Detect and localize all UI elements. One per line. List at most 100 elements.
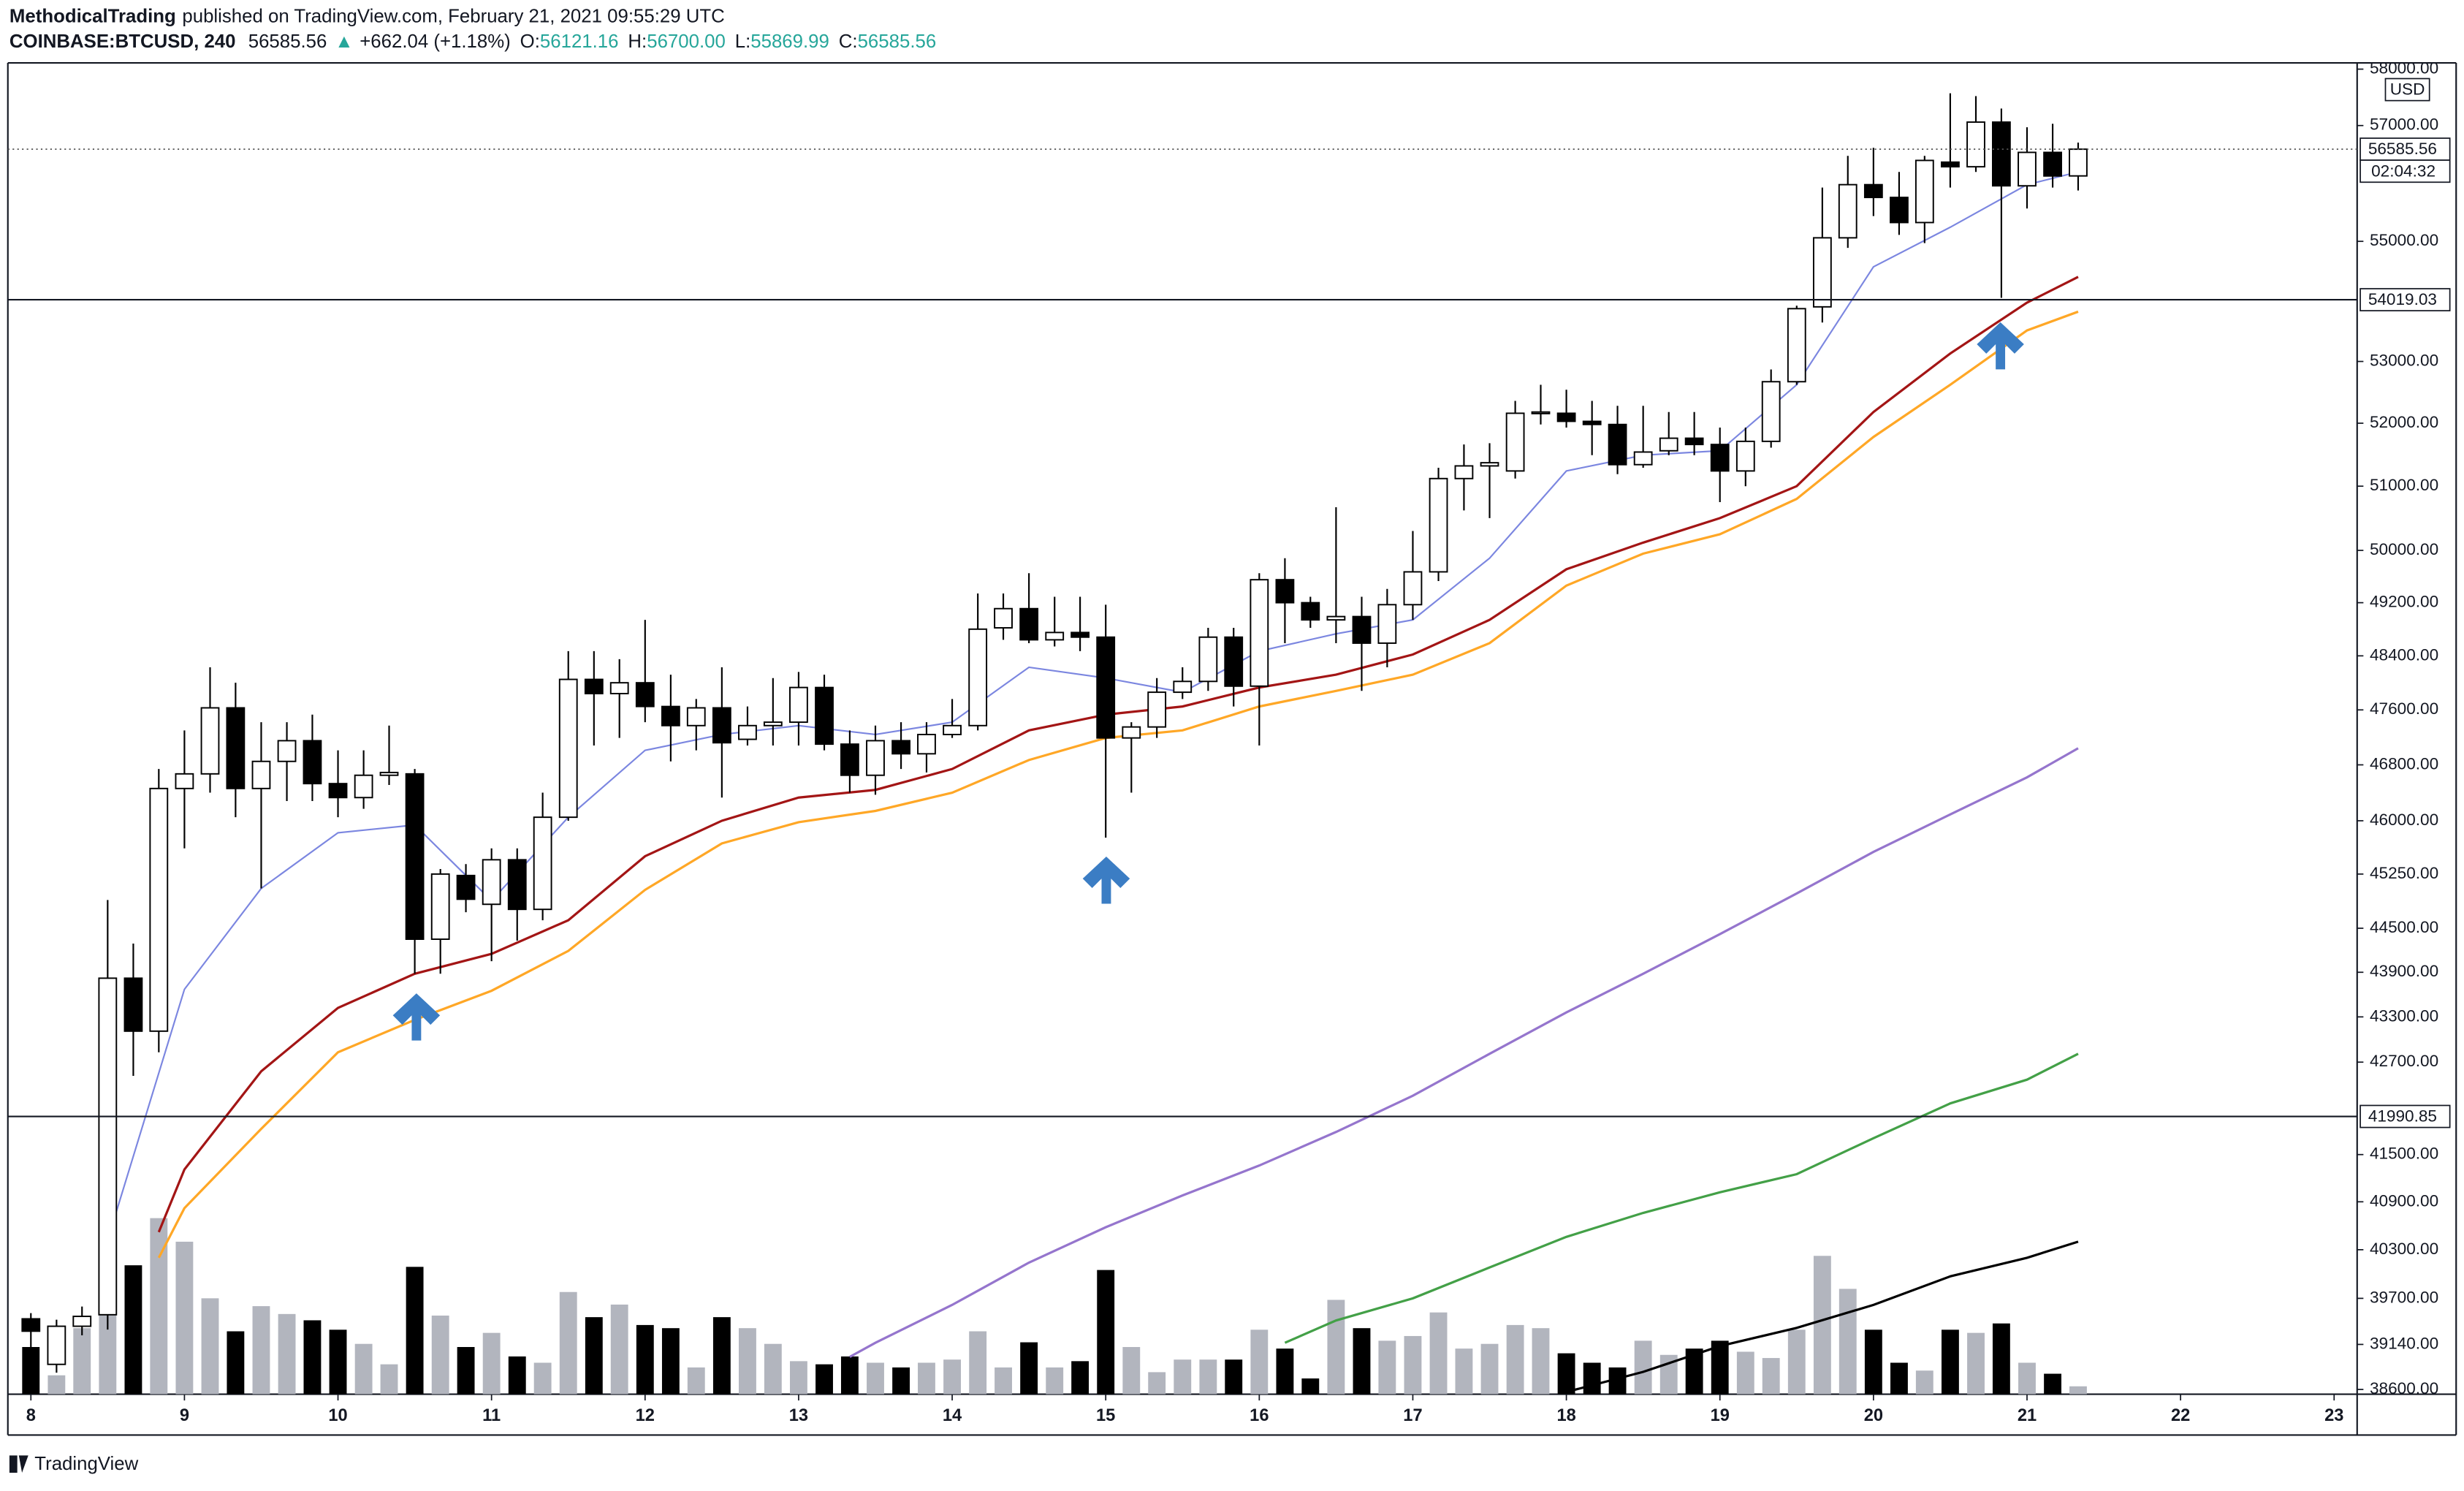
candle-body <box>738 724 757 740</box>
candle-body <box>1377 604 1397 644</box>
footer-logo: TradingView <box>9 1454 139 1474</box>
ohlc-label: L: <box>735 31 751 52</box>
candle-body <box>1890 197 1909 224</box>
candle-body <box>1275 579 1295 604</box>
volume-bar <box>533 1362 552 1395</box>
candle-body <box>661 705 680 726</box>
candle-body <box>584 678 604 694</box>
volume-bar <box>47 1375 66 1395</box>
candle-body <box>1403 571 1423 606</box>
unit-label: USD <box>2390 80 2425 99</box>
candle-body <box>1352 615 1372 644</box>
volume-bar <box>457 1347 475 1395</box>
volume-bar <box>739 1328 756 1395</box>
volume-bar <box>201 1298 219 1395</box>
volume-bar <box>1915 1370 1933 1395</box>
volume-bar <box>1762 1358 1780 1395</box>
candle-body <box>866 740 885 776</box>
candle-body <box>1633 451 1653 466</box>
x-tick-label: 12 <box>636 1406 655 1425</box>
candle-body <box>1787 308 1806 383</box>
candle-body <box>303 740 322 785</box>
candle-body <box>1556 412 1576 422</box>
candle-body <box>200 707 220 775</box>
candle-body <box>405 773 425 940</box>
volume-bar <box>789 1361 807 1395</box>
candle-body <box>1071 631 1090 638</box>
candle-body <box>1582 420 1602 425</box>
candle-body <box>1173 680 1193 694</box>
candle-body <box>456 874 476 900</box>
volume-bar <box>1839 1289 1857 1395</box>
y-tick-label: 51000.00 <box>2370 476 2438 494</box>
candle-body <box>1608 423 1627 466</box>
volume-bar <box>2018 1362 2036 1395</box>
volume-bar <box>73 1328 91 1395</box>
candle-body <box>149 787 169 1032</box>
candle-body <box>98 977 118 1316</box>
candle-body <box>686 707 706 726</box>
volume-bar <box>1020 1342 1038 1395</box>
candle-body <box>1735 440 1755 472</box>
volume-bar <box>1787 1329 1806 1395</box>
volume-bar <box>227 1331 245 1395</box>
y-tick-label: 46800.00 <box>2370 754 2438 773</box>
volume-bar <box>764 1343 782 1395</box>
x-tick-label: 11 <box>482 1406 501 1425</box>
candle-body <box>558 678 578 819</box>
y-tick-label: 39140.00 <box>2370 1334 2438 1352</box>
volume-bar <box>406 1267 424 1395</box>
x-tick-label: 20 <box>1864 1406 1883 1425</box>
candle-body <box>1761 381 1781 442</box>
candle-body <box>123 977 143 1032</box>
volume-bar <box>1813 1256 1831 1395</box>
volume-bar <box>1736 1351 1754 1395</box>
volume-bar <box>329 1329 347 1395</box>
volume-bar <box>1250 1329 1269 1395</box>
volume-bar <box>661 1328 680 1395</box>
candle-body <box>609 682 629 694</box>
candle-body <box>1224 636 1244 687</box>
candle-body <box>789 686 808 724</box>
published: published on TradingView.com, February 2… <box>182 6 724 26</box>
volume-bar <box>1941 1329 1959 1395</box>
volume-bar <box>1455 1348 1473 1395</box>
y-tick-label: 45250.00 <box>2370 864 2438 882</box>
volume-bar <box>150 1218 168 1395</box>
volume-bar <box>431 1315 449 1395</box>
candle-body <box>482 859 501 906</box>
volume-bar <box>354 1343 373 1395</box>
volume-bar <box>1557 1353 1575 1395</box>
x-tick-label: 10 <box>328 1406 347 1425</box>
volume-bar <box>610 1304 628 1395</box>
x-tick-label: 13 <box>789 1406 808 1425</box>
candle-body <box>1122 726 1141 739</box>
volume-bar <box>943 1359 961 1395</box>
candle-body <box>1812 237 1832 308</box>
last-price-label: 56585.56 <box>2368 140 2437 158</box>
candle-body <box>712 707 731 744</box>
x-tick-label: 22 <box>2171 1406 2190 1425</box>
candle-body <box>21 1318 41 1332</box>
candle-body <box>635 682 655 707</box>
change: +662.04 (+1.18%) <box>360 31 511 52</box>
logo-mark <box>18 1455 28 1473</box>
ohlc-label: C: <box>839 31 858 52</box>
ohlc-value: 56121.16 <box>540 31 619 52</box>
volume-bar <box>124 1265 142 1395</box>
candle-body <box>943 724 962 735</box>
volume-bar <box>1404 1335 1422 1395</box>
volume-bar <box>892 1367 910 1395</box>
y-tick-label: 42700.00 <box>2370 1052 2438 1070</box>
y-tick-label: 43900.00 <box>2370 962 2438 980</box>
volume-bar <box>1429 1312 1448 1395</box>
candle-body <box>840 743 859 776</box>
volume-bar <box>1864 1329 1882 1395</box>
price: 56585.56 <box>248 31 327 52</box>
footer-brand: TradingView <box>34 1454 138 1474</box>
symbol: COINBASE:BTCUSD, 240 <box>9 31 236 52</box>
candle-body <box>430 873 450 940</box>
volume-bar <box>1608 1367 1627 1395</box>
arrow-up <box>392 993 441 1041</box>
